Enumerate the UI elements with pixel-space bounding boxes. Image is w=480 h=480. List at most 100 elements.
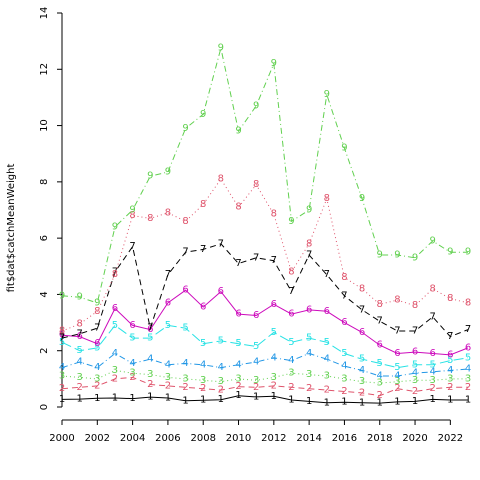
series-4-point: 4 xyxy=(112,348,118,359)
series-1-point: 1 xyxy=(394,396,400,407)
series-8-point: 8 xyxy=(324,193,330,204)
series-7-point: 7 xyxy=(94,323,100,334)
series-2-point: 2 xyxy=(76,382,82,393)
series-2-point: 2 xyxy=(341,386,347,397)
series-4-point: 4 xyxy=(394,371,400,382)
series-9-point: 9 xyxy=(112,221,118,232)
series-3-point: 3 xyxy=(253,375,259,386)
series-5-point: 5 xyxy=(182,323,188,334)
series-7-point: 7 xyxy=(430,311,436,322)
series-3-point: 3 xyxy=(271,372,277,383)
series-7-point: 7 xyxy=(271,255,277,266)
x-tick-label: 2008 xyxy=(190,433,215,444)
series-6-point: 6 xyxy=(341,317,347,328)
series-4-point: 4 xyxy=(447,365,453,376)
series-4-line xyxy=(61,352,469,377)
series-8-point: 8 xyxy=(430,283,436,294)
series-5-point: 5 xyxy=(59,337,65,348)
series-6-point: 6 xyxy=(447,349,453,360)
series-8-point: 8 xyxy=(253,179,259,190)
series-7-point: 7 xyxy=(129,241,135,252)
series-7-point: 7 xyxy=(394,326,400,337)
y-tick-label: 4 xyxy=(39,291,50,297)
series-1-point: 1 xyxy=(447,394,453,405)
series-3-point: 3 xyxy=(147,369,153,380)
series-1-point: 1 xyxy=(129,393,135,404)
series-3-point: 3 xyxy=(94,373,100,384)
series-2-point: 2 xyxy=(182,382,188,393)
series-7-point: 7 xyxy=(165,269,171,280)
series-7-point: 7 xyxy=(235,258,241,269)
series-3-point: 3 xyxy=(377,378,383,389)
series-2-point: 2 xyxy=(112,373,118,384)
x-tick-label: 2020 xyxy=(402,433,427,444)
series-2-point: 2 xyxy=(165,380,171,391)
series-1-point: 1 xyxy=(235,390,241,401)
series-6-point: 6 xyxy=(324,306,330,317)
series-5-point: 5 xyxy=(394,362,400,373)
series-4-point: 4 xyxy=(271,352,277,363)
series-1-point: 1 xyxy=(306,396,312,407)
series-7-point: 7 xyxy=(288,286,294,297)
series-4-point: 4 xyxy=(147,354,153,365)
series-3-line xyxy=(61,369,468,384)
series-9-point: 9 xyxy=(76,292,82,303)
series-8-point: 8 xyxy=(359,283,365,294)
series-9-point: 9 xyxy=(288,216,294,227)
series-3-point: 3 xyxy=(165,372,171,383)
series-8-point: 8 xyxy=(465,297,471,308)
x-tick-label: 2018 xyxy=(367,433,392,444)
series-1-point: 1 xyxy=(253,391,259,402)
series-3-point: 3 xyxy=(76,372,82,383)
series-5-point: 5 xyxy=(235,338,241,349)
series-5-point: 5 xyxy=(218,335,224,346)
series-4-point: 4 xyxy=(341,361,347,372)
series-1-point: 1 xyxy=(341,397,347,408)
series-5-point: 5 xyxy=(412,359,418,370)
series-5-line xyxy=(61,324,469,369)
series-6-point: 6 xyxy=(112,303,118,314)
series-1-point: 1 xyxy=(182,395,188,406)
series-6-point: 6 xyxy=(465,342,471,353)
series-1-point: 1 xyxy=(76,394,82,405)
series-4-point: 4 xyxy=(235,359,241,370)
y-tick-label: 8 xyxy=(39,179,50,185)
series-5-point: 5 xyxy=(147,333,153,344)
series-9-point: 9 xyxy=(218,43,224,54)
series-3-point: 3 xyxy=(218,376,224,387)
series-5-point: 5 xyxy=(447,355,453,366)
series-5-point: 5 xyxy=(271,327,277,338)
series-6-line xyxy=(61,289,469,356)
series-8-point: 8 xyxy=(377,299,383,310)
series-2-point: 2 xyxy=(200,383,206,394)
series-2-point: 2 xyxy=(377,390,383,401)
y-tick-label: 2 xyxy=(39,348,50,354)
x-tick-label: 2014 xyxy=(296,433,321,444)
y-tick-label: 0 xyxy=(39,404,50,410)
series-1-point: 1 xyxy=(377,398,383,409)
series-9-point: 9 xyxy=(253,100,259,111)
series-5-point: 5 xyxy=(324,337,330,348)
x-axis-ticks: 2000 2002 2004 2006 2008 2010 2012 2014 2016 2018… xyxy=(49,420,463,444)
series-5: 55 555 55 55 5 5 555 5 555 5 5 5 5 5 5 xyxy=(59,320,471,373)
series-4-point: 4 xyxy=(253,356,259,367)
x-tick-label: 2004 xyxy=(120,433,145,444)
series-9-point: 9 xyxy=(59,290,65,301)
series-5-point: 5 xyxy=(288,337,294,348)
x-tick-label: 2012 xyxy=(261,433,286,444)
y-tick-label: 14 xyxy=(39,7,50,20)
series-4-point: 4 xyxy=(182,358,188,369)
series-4-point: 4 xyxy=(129,358,135,369)
series-9-point: 9 xyxy=(324,89,330,100)
series-5-point: 5 xyxy=(112,320,118,331)
series-9-point: 9 xyxy=(465,247,471,258)
series-3-point: 3 xyxy=(341,373,347,384)
series-8-point: 8 xyxy=(59,326,65,337)
series-4-point: 4 xyxy=(218,362,224,373)
series-6-point: 6 xyxy=(129,320,135,331)
series-4-point: 4 xyxy=(76,356,82,367)
